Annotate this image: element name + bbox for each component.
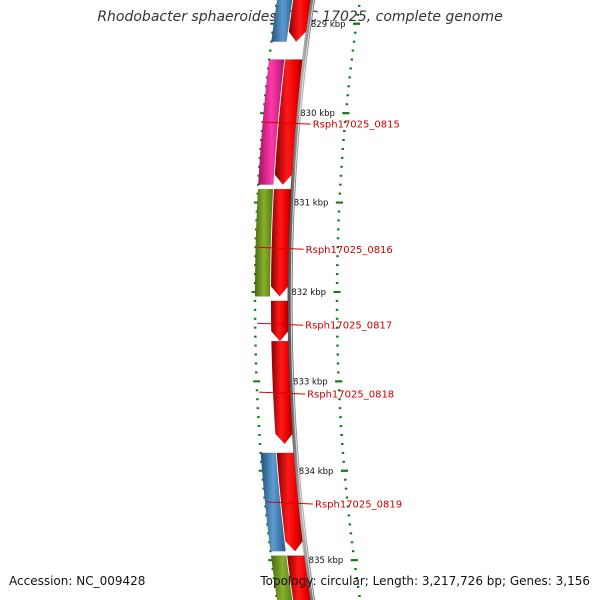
tick-label: 834 kbp: [299, 467, 334, 477]
gene-labels: Rsph17025_0815 Rsph17025_0816 Rsph17025_08…: [257, 120, 402, 511]
gene-label[interactable]: Rsph17025_0818: [307, 390, 394, 401]
tick-label: 830 kbp: [300, 109, 335, 119]
tick-label: 832 kbp: [291, 288, 326, 298]
feature-arrow-cds[interactable]: [271, 340, 293, 445]
gene-label[interactable]: Rsph17025_0817: [305, 321, 392, 332]
feature-arrow-gene[interactable]: [254, 188, 274, 297]
label-leader-line: [257, 322, 304, 326]
label-leader-line: [264, 121, 311, 125]
gene-label[interactable]: Rsph17025_0819: [315, 500, 402, 511]
tick-label: 829 kbp: [311, 20, 346, 30]
backbone-ring: [287, 0, 316, 600]
backbone-highlight: [290, 0, 315, 600]
scale-ticks: 829 kbp 830 kbp 831 kbp 832 kbp 833 kbp 834 k…: [251, 4, 361, 597]
feature-arrow-cds[interactable]: [270, 188, 292, 297]
tick-label: 835 kbp: [309, 556, 344, 566]
tick-label: 831 kbp: [294, 199, 329, 209]
feature-arrow-cds[interactable]: [288, 0, 313, 43]
feature-tracks: [254, 0, 313, 600]
accession-text: Accession: NC_009428: [9, 574, 146, 588]
tick-label: 833 kbp: [293, 377, 328, 387]
label-leader-line: [266, 501, 314, 505]
feature-arrow-cds[interactable]: [276, 452, 303, 552]
feature-arrow-gene[interactable]: [271, 0, 294, 42]
feature-arrow-cds[interactable]: [274, 59, 303, 186]
genome-summary: Topology: circular; Length: 3,217,726 bp…: [260, 574, 590, 588]
label-leader-line: [257, 246, 304, 250]
feature-arrow-cds[interactable]: [286, 555, 312, 600]
gene-label[interactable]: Rsph17025_0815: [313, 120, 400, 131]
gene-label[interactable]: Rsph17025_0816: [306, 245, 393, 256]
feature-arrow-cds[interactable]: [270, 300, 289, 342]
genome-backbone: [287, 0, 316, 600]
feature-arrow-gene[interactable]: [270, 555, 294, 600]
label-leader-line: [259, 391, 306, 395]
